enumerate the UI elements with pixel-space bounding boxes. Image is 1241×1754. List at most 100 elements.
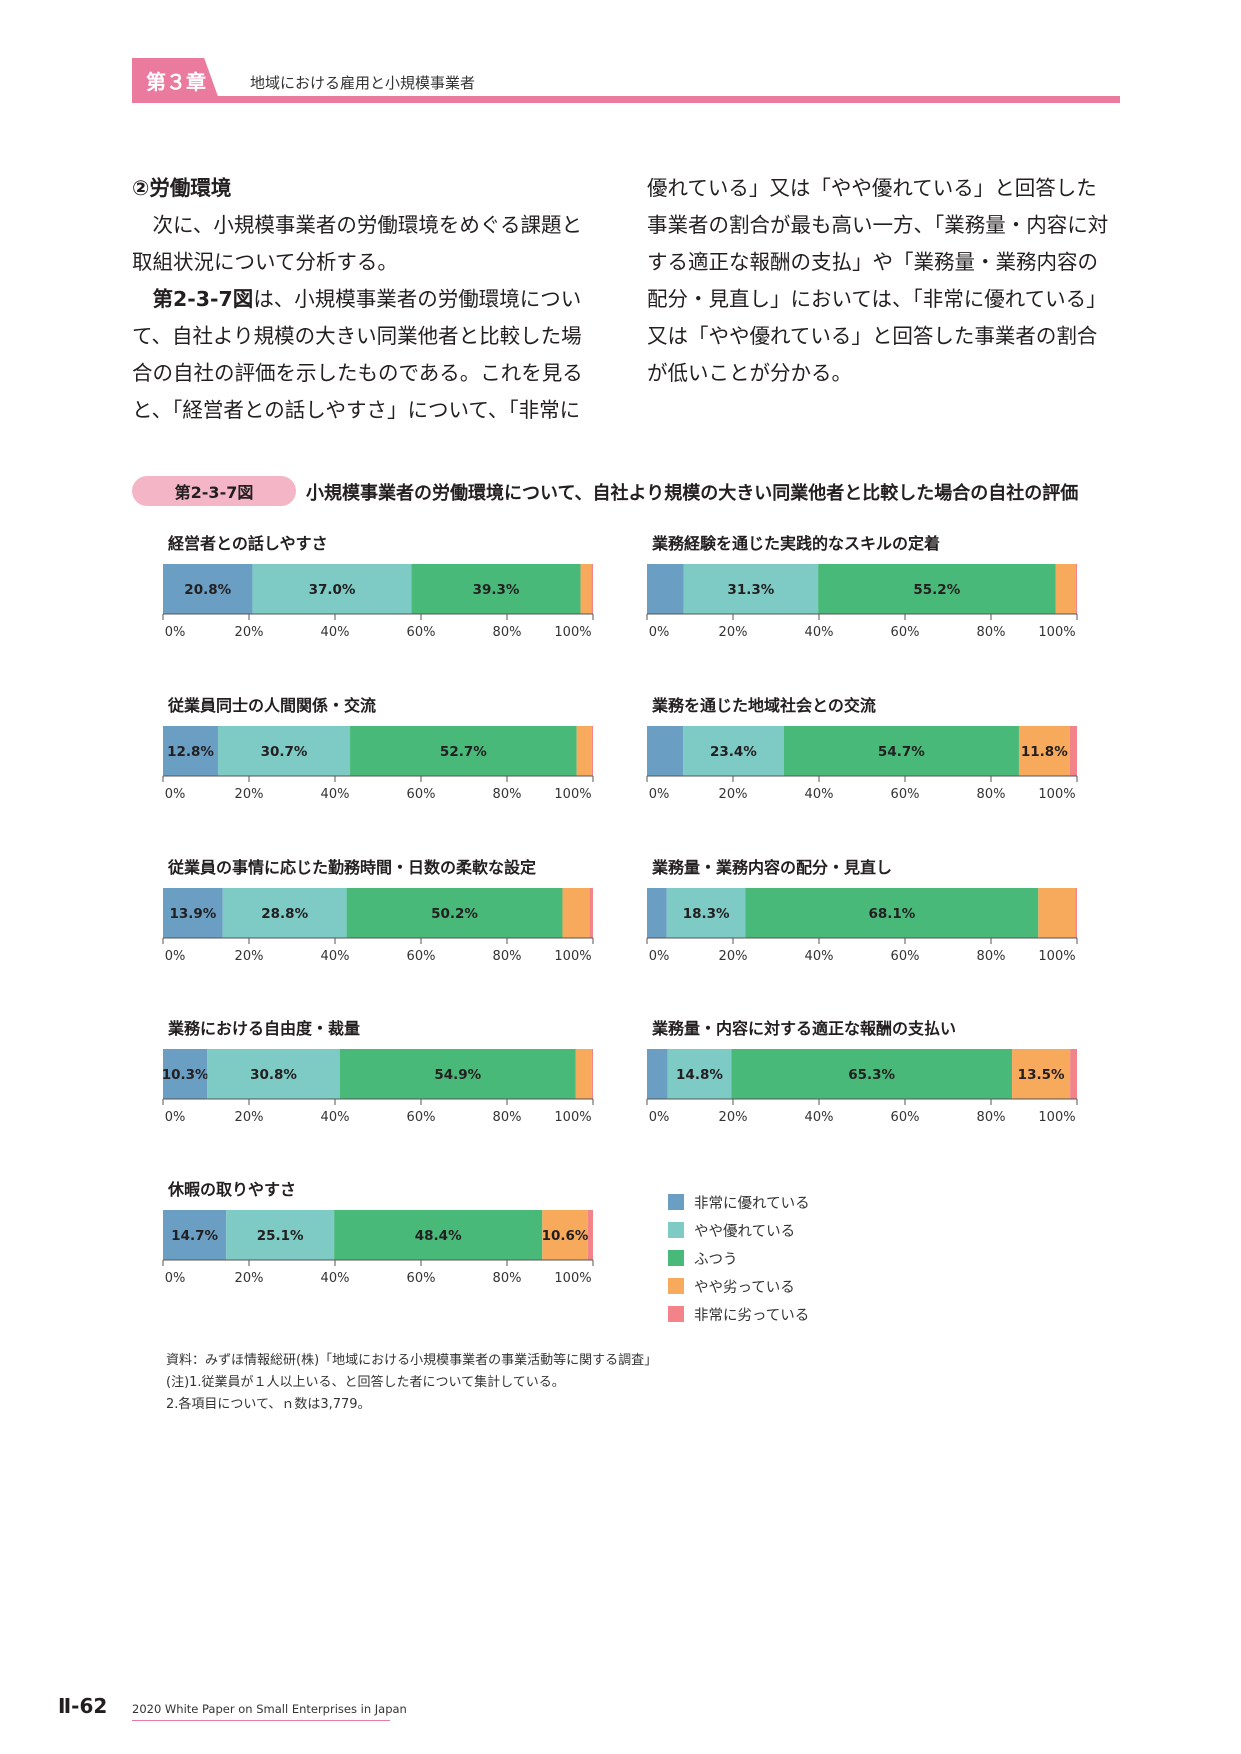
data-label: 54.7% — [878, 744, 925, 760]
chart-7: 業務における自由度・裁量 10.3% 30.8% 54.9% 0% 20% 40% 60% 8… — [130, 1015, 594, 1165]
legend-label: やや劣っている — [694, 1279, 795, 1296]
header-rule — [132, 96, 1120, 103]
x-tick-label: 20% — [235, 625, 264, 640]
x-tick-label: 60% — [891, 1110, 920, 1125]
chart-svg: 14.7% 25.1% 48.4% 10.6% 0% 20% 40% 60% 80% 100% — [162, 1210, 594, 1286]
bar-segment — [818, 564, 1056, 614]
x-tick-label: 40% — [805, 787, 834, 802]
figure-title: 小規模事業者の労働環境について、自社より規模の大きい同業他者と比較した場合の自社… — [306, 483, 1079, 504]
x-tick-label: 100% — [1038, 625, 1075, 640]
legend-item: やや劣っている — [668, 1272, 810, 1300]
bar-segment — [218, 726, 351, 776]
note-1: (注)1.従業員が１人以上いる、と回答した者について集計している。 — [166, 1375, 565, 1390]
chart-svg: 12.8% 30.7% 52.7% 0% 20% 40% 60% 80% 100% — [162, 726, 594, 802]
legend-label: 非常に優れている — [694, 1195, 810, 1212]
chart-title: 従業員同士の人間関係・交流 — [168, 696, 377, 715]
x-tick-label: 40% — [321, 625, 350, 640]
bar-segment — [576, 726, 592, 776]
x-tick-label: 60% — [407, 1110, 436, 1125]
chart-title: 経営者との話しやすさ — [168, 534, 328, 553]
x-tick-label: 80% — [977, 787, 1006, 802]
legend-swatch — [668, 1194, 684, 1210]
data-label: 65.3% — [848, 1067, 895, 1083]
x-tick-label: 60% — [407, 949, 436, 964]
bar-segment — [1070, 1049, 1077, 1099]
x-tick-label: 20% — [235, 787, 264, 802]
bar-segment — [731, 1049, 1013, 1099]
bar-segment — [591, 726, 593, 776]
x-tick-label: 40% — [321, 949, 350, 964]
x-tick-label: 100% — [554, 787, 591, 802]
x-tick-label: 0% — [649, 1110, 670, 1125]
legend-item: 非常に劣っている — [668, 1300, 810, 1328]
bar-segment — [163, 1210, 227, 1260]
chart-6: 業務量・業務内容の配分・見直し 18.3% 68.1% 0% 20% 40% 60% 80%… — [614, 854, 1078, 1004]
chart-svg: 18.3% 68.1% 0% 20% 40% 60% 80% 100% — [646, 888, 1078, 964]
bar-segment — [1038, 888, 1076, 938]
bar-segment — [575, 1049, 592, 1099]
x-tick-label: 20% — [235, 1271, 264, 1286]
x-tick-label: 0% — [649, 625, 670, 640]
bar-segment — [587, 1210, 593, 1260]
data-label: 10.3% — [162, 1067, 209, 1083]
data-label: 37.0% — [309, 582, 356, 598]
data-label: 12.8% — [167, 744, 214, 760]
x-tick-label: 80% — [977, 949, 1006, 964]
legend-swatch — [668, 1222, 684, 1238]
bar-segment — [226, 1210, 335, 1260]
x-tick-label: 60% — [407, 625, 436, 640]
data-label: 28.8% — [261, 906, 308, 922]
x-tick-label: 100% — [554, 625, 591, 640]
x-tick-label: 100% — [554, 1271, 591, 1286]
bar-segment — [591, 564, 593, 614]
paragraph-2-text: は、小規模事業者の労働環境について、自社より規模の大きい同業他者と比較した場合の… — [132, 287, 583, 422]
x-tick-label: 80% — [493, 625, 522, 640]
chapter-title: 地域における雇用と小規模事業者 — [250, 74, 476, 92]
bar-segment — [745, 888, 1039, 938]
data-label: 14.8% — [676, 1067, 723, 1083]
x-tick-label: 20% — [235, 949, 264, 964]
chart-4: 業務を通じた地域社会との交流 23.4% 54.7% 11.8% 0% 20% 40% 60… — [614, 692, 1078, 842]
bar-segment — [1012, 1049, 1071, 1099]
data-label: 30.8% — [250, 1067, 297, 1083]
x-tick-label: 60% — [407, 1271, 436, 1286]
x-tick-label: 20% — [719, 949, 748, 964]
chart-svg: 10.3% 30.8% 54.9% 0% 20% 40% 60% 80% 100% — [162, 1049, 594, 1125]
data-label: 52.7% — [440, 744, 487, 760]
chart-svg: 31.3% 55.2% 0% 20% 40% 60% 80% 100% — [646, 564, 1078, 640]
data-label: 14.7% — [171, 1228, 218, 1244]
bar-segment — [589, 888, 593, 938]
x-tick-label: 0% — [649, 949, 670, 964]
x-tick-label: 40% — [321, 787, 350, 802]
bar-segment — [683, 726, 784, 776]
data-label: 68.1% — [868, 906, 915, 922]
section-heading: ②労働環境 — [132, 176, 232, 200]
chart-svg: 14.8% 65.3% 13.5% 0% 20% 40% 60% 80% 100% — [646, 1049, 1078, 1125]
data-label: 31.3% — [727, 582, 774, 598]
x-tick-label: 0% — [165, 625, 186, 640]
data-label: 30.7% — [261, 744, 308, 760]
x-tick-label: 100% — [1038, 1110, 1075, 1125]
bar-segment — [1018, 726, 1070, 776]
x-tick-label: 80% — [493, 949, 522, 964]
chart-title: 業務を通じた地域社会との交流 — [652, 696, 876, 715]
x-tick-label: 40% — [805, 949, 834, 964]
bar-segment — [1069, 726, 1077, 776]
bar-segment — [163, 726, 219, 776]
data-label: 55.2% — [913, 582, 960, 598]
bar-segment — [411, 564, 581, 614]
x-tick-label: 0% — [165, 787, 186, 802]
x-tick-label: 60% — [891, 625, 920, 640]
chart-title: 業務量・内容に対する適正な報酬の支払い — [652, 1019, 957, 1038]
paragraph-2: 第2-3-7図は、小規模事業者の労働環境について、自社より規模の大きい同業他者と… — [132, 281, 602, 429]
x-tick-label: 0% — [165, 949, 186, 964]
chart-1: 経営者との話しやすさ 20.8% 37.0% 39.3% 0% 20% 40% 60% 80%… — [130, 530, 594, 680]
chapter-tab: 第３章 — [132, 58, 220, 102]
x-tick-label: 100% — [554, 1110, 591, 1125]
x-tick-label: 100% — [1038, 787, 1075, 802]
footer-rule — [132, 1720, 390, 1721]
legend-swatch — [668, 1278, 684, 1294]
chart-svg: 13.9% 28.8% 50.2% 0% 20% 40% 60% 80% 100% — [162, 888, 594, 964]
bar-segment — [163, 888, 223, 938]
chart-9: 休暇の取りやすさ 14.7% 25.1% 48.4% 10.6% 0% 20% 40% 60%… — [130, 1176, 594, 1326]
